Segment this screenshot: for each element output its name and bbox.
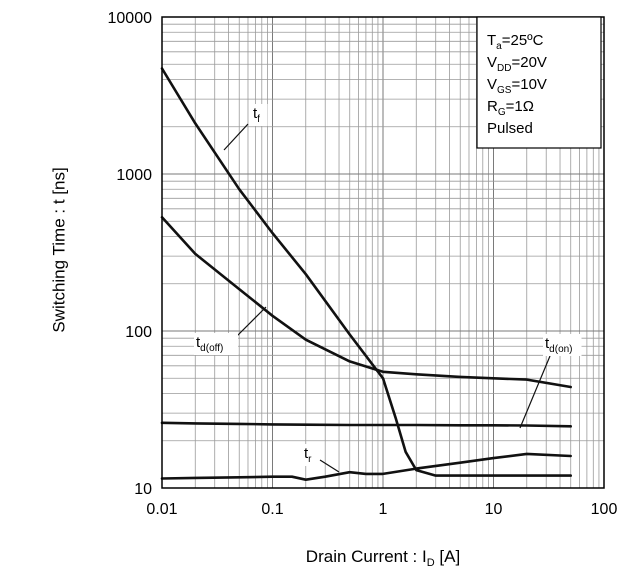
series-layer [160, 67, 573, 482]
x-axis-title-main: Drain Current : I [306, 547, 427, 566]
series-line-tf [160, 67, 573, 477]
y-tick-label: 1000 [116, 167, 152, 184]
conditions-box-frame [476, 16, 602, 149]
label-bg-tdoff [194, 333, 238, 355]
x-axis-title-unit: [A] [435, 547, 461, 566]
x-axis-title: Drain Current : ID [A] [306, 547, 460, 569]
series-label-tdon: td(on) [545, 335, 573, 355]
plot-frame [161, 16, 605, 489]
series-label-tf: tf [253, 105, 260, 125]
y-tick-label: 100 [125, 324, 152, 341]
series-line-tdon [160, 421, 573, 428]
annotation-layer: tf td(off) td(on) tr [194, 104, 582, 473]
y-axis-title: Switching Time : t [ns] [49, 167, 68, 332]
condition-line: Pulsed [487, 120, 533, 137]
x-tick-label: 0.1 [261, 501, 283, 518]
label-bg-tr [302, 444, 319, 466]
series-label-tr: tr [304, 445, 312, 465]
condition-line: VDD=20V [487, 54, 547, 74]
leader-line-tf [223, 123, 249, 151]
x-axis-title-sub: D [427, 557, 435, 569]
x-tick-label: 100 [591, 501, 618, 518]
series-label-tdoff: td(off) [196, 334, 223, 354]
leader-line-tdon [519, 355, 551, 429]
series-line-tdoff [160, 216, 573, 389]
leader-line-tdoff [235, 306, 267, 338]
x-tick-label: 0.01 [146, 501, 177, 518]
series-line-tr [160, 452, 573, 482]
condition-line: RG=1Ω [487, 98, 534, 118]
x-tick-label: 1 [379, 501, 388, 518]
condition-line: VGS=10V [487, 76, 547, 96]
leader-line-tr [319, 459, 340, 473]
grid [162, 17, 604, 488]
y-tick-label: 10000 [108, 10, 153, 27]
label-bg-tdon [543, 334, 582, 356]
x-tick-label: 10 [485, 501, 503, 518]
label-bg-tf [251, 104, 268, 126]
y-tick-label: 10 [134, 481, 152, 498]
tick-labels: 0.01 0.1 1 10 100 10 100 1000 10000 [108, 10, 618, 518]
condition-line: Ta=25ºC [487, 32, 544, 52]
